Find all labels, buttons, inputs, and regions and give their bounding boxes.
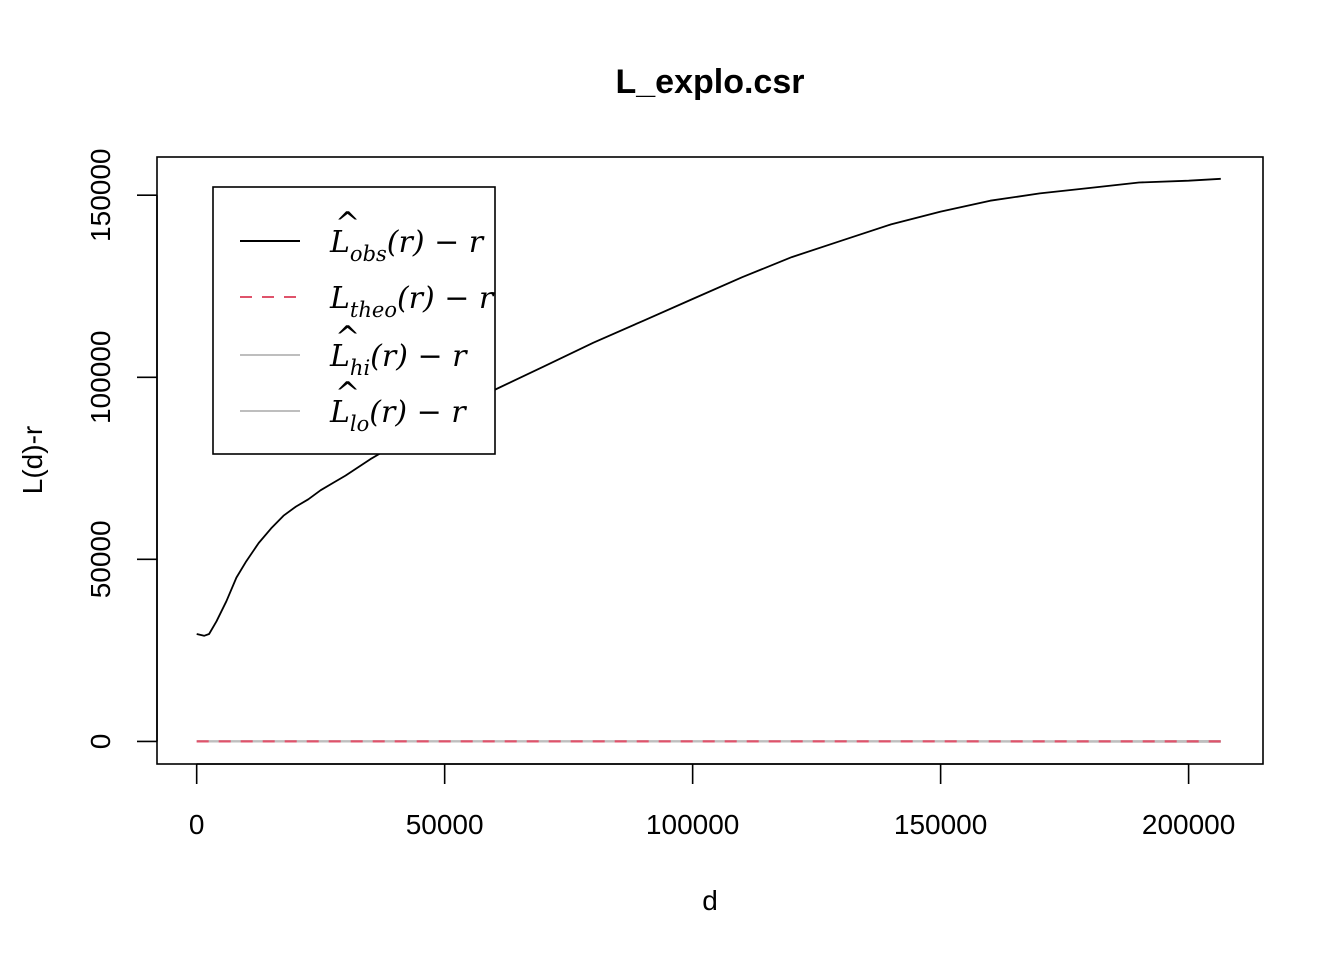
x-tick-label: 50000: [406, 809, 484, 840]
x-tick-label: 200000: [1142, 809, 1235, 840]
y-tick-label: 50000: [85, 520, 116, 598]
x-axis: 0 50000 100000 150000 200000: [189, 763, 1235, 840]
legend-hat: ^: [335, 206, 360, 241]
legend-label-obs: Lobs(r) − r: [329, 225, 485, 266]
legend-hat: ^: [335, 376, 360, 411]
legend-hat: ^: [335, 320, 360, 355]
x-tick-label: 100000: [646, 809, 739, 840]
x-tick-label: 150000: [894, 809, 987, 840]
chart-title: L_explo.csr: [616, 63, 805, 101]
y-tick-label: 150000: [85, 149, 116, 242]
y-axis: 0 50000 100000 150000: [85, 149, 158, 750]
legend-label-lo: Llo(r) − r: [329, 395, 467, 436]
legend-label-theo: Ltheo(r) − r: [329, 281, 495, 322]
y-tick-label: 100000: [85, 331, 116, 424]
legend-box: [212, 186, 496, 455]
y-axis-label: L(d)-r: [17, 426, 48, 494]
y-tick-label: 0: [85, 734, 116, 750]
x-axis-label: d: [702, 885, 718, 916]
x-tick-label: 0: [189, 809, 205, 840]
legend-label-hi: Lhi(r) − r: [329, 339, 468, 380]
